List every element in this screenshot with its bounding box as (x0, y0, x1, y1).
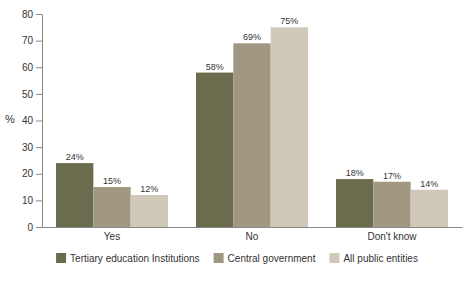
y-tick-label: 70 (22, 35, 34, 46)
bar (336, 179, 373, 227)
series (93, 43, 410, 227)
y-axis-line (42, 15, 43, 228)
y-tick: 70 (22, 35, 42, 46)
legend-label: Tertiary education Institutions (70, 253, 200, 264)
bar (56, 163, 93, 227)
y-tick-mark (36, 67, 42, 68)
legend-swatch (56, 253, 66, 263)
plot: 0 10 20 30 40 50 60 70 80 Yes No Don't know 24% 58% 18… (22, 9, 463, 242)
series (131, 27, 448, 227)
legend-item: Central government (214, 253, 316, 264)
x-tick: No (246, 231, 259, 242)
data-label: 75% (280, 16, 298, 26)
bar (131, 195, 168, 227)
x-tick-label: Don't know (367, 231, 417, 242)
legend: Tertiary education Institutions Central g… (56, 253, 418, 264)
y-tick: 50 (22, 89, 42, 100)
bar (373, 182, 410, 227)
y-tick-label: 0 (27, 222, 33, 233)
y-tick-mark (36, 121, 42, 122)
y-tick-mark (36, 147, 42, 148)
y-tick-label: 30 (22, 142, 34, 153)
y-tick: 10 (22, 195, 42, 206)
data-label: 14% (420, 179, 438, 189)
legend-swatch (214, 253, 224, 263)
legend-item: All public entities (329, 253, 417, 264)
y-tick-mark (36, 94, 42, 95)
y-tick-label: 10 (22, 195, 34, 206)
bar (93, 187, 130, 227)
legend-item: Tertiary education Institutions (56, 253, 200, 264)
bars (56, 27, 448, 227)
y-tick: 20 (22, 168, 42, 179)
y-tick-label: 80 (22, 9, 34, 20)
y-axis: 0 10 20 30 40 50 60 70 80 (22, 9, 43, 233)
bar (196, 73, 233, 227)
x-tick-label: Yes (104, 231, 120, 242)
y-tick: 30 (22, 142, 42, 153)
y-tick-mark (36, 14, 42, 15)
y-tick: 60 (22, 62, 42, 73)
bar (233, 43, 270, 227)
data-label: 69% (243, 32, 261, 42)
data-labels: 24% 58% 18% 15% 69% 17% 12% 75% 14% (66, 16, 439, 194)
x-tick: Yes (104, 231, 120, 242)
x-tick-label: No (246, 231, 259, 242)
bar (411, 190, 448, 227)
y-axis-label: % (5, 113, 15, 125)
data-label: 12% (140, 184, 158, 194)
data-label: 58% (206, 62, 224, 72)
y-tick: 80 (22, 9, 42, 20)
data-label: 17% (383, 171, 401, 181)
y-tick-mark (36, 227, 42, 228)
x-tick: Don't know (367, 231, 417, 242)
y-tick-label: 20 (22, 168, 34, 179)
data-label: 15% (103, 176, 121, 186)
y-tick: 40 (22, 115, 42, 126)
y-tick-label: 60 (22, 62, 34, 73)
chart: 0 10 20 30 40 50 60 70 80 Yes No Don't know 24% 58% 18… (0, 0, 474, 287)
data-label: 24% (66, 152, 84, 162)
y-tick-mark (36, 174, 42, 175)
y-tick-mark (36, 200, 42, 201)
x-axis-line (43, 227, 463, 228)
y-tick: 0 (27, 222, 42, 233)
series (56, 73, 373, 227)
x-axis: Yes No Don't know (43, 228, 463, 243)
y-tick-label: 40 (22, 115, 34, 126)
bar (271, 27, 308, 227)
y-tick-mark (36, 41, 42, 42)
legend-swatch (329, 253, 339, 263)
legend-label: All public entities (343, 253, 417, 264)
y-tick-label: 50 (22, 89, 34, 100)
legend-label: Central government (228, 253, 316, 264)
data-label: 18% (346, 168, 364, 178)
